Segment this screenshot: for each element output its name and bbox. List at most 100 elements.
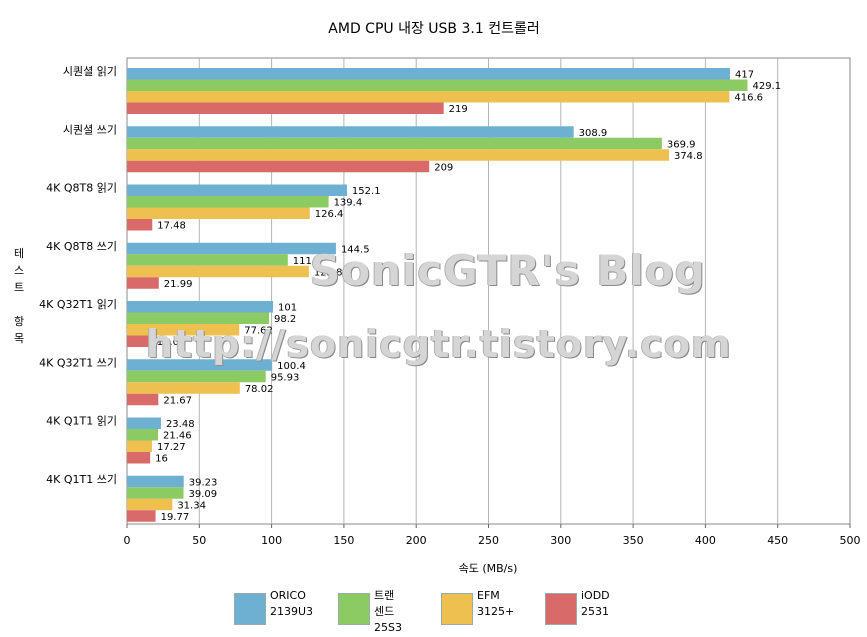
bar — [127, 475, 184, 488]
data-label: 39.09 — [189, 489, 218, 500]
data-label: 308.9 — [579, 128, 608, 139]
bar — [127, 68, 730, 80]
legend-swatch — [545, 593, 577, 625]
x-tick-label: 100 — [261, 534, 282, 547]
bar — [127, 160, 430, 173]
bar — [127, 510, 156, 522]
x-tick-label: 450 — [767, 534, 788, 547]
bar — [127, 359, 273, 371]
bar — [127, 312, 269, 324]
x-tick-label: 400 — [695, 534, 716, 547]
data-label: 219 — [449, 104, 468, 115]
data-label: 23.48 — [166, 419, 195, 430]
legend-swatch — [338, 593, 370, 625]
bar — [127, 79, 748, 91]
x-tick-label: 50 — [192, 534, 206, 547]
y-axis-title-char: 트 — [14, 281, 24, 294]
legend-swatch — [234, 593, 266, 625]
legend-label: 트랜센드 25S3 — [374, 589, 402, 634]
category-label: 시퀀셜 읽기 — [63, 65, 117, 78]
x-axis-title: 속도 (MB/s) — [459, 562, 518, 575]
data-label: 95.93 — [271, 372, 300, 383]
bar — [127, 429, 159, 441]
bar — [127, 254, 288, 266]
data-label: 78.02 — [245, 384, 274, 395]
data-label: 369.9 — [667, 139, 696, 150]
legend-label: ORICO 2139U3 — [270, 589, 314, 618]
bar — [127, 265, 309, 278]
bar — [127, 370, 266, 383]
data-label: 17.08 — [157, 337, 186, 348]
legend-swatch — [441, 593, 473, 625]
bar — [127, 196, 329, 208]
bar — [127, 277, 159, 289]
y-axis-title-char: 항 — [14, 315, 24, 328]
data-label: 16 — [155, 454, 168, 465]
x-tick-label: 500 — [840, 534, 861, 547]
x-tick-label: 300 — [550, 534, 571, 547]
data-label: 417 — [735, 70, 754, 81]
data-label: 21.99 — [164, 279, 193, 290]
bar — [127, 452, 151, 464]
data-label: 416.6 — [734, 93, 763, 104]
bar — [127, 91, 730, 103]
category-label: 4K Q8T8 읽기 — [46, 182, 117, 195]
data-label: 139.4 — [334, 198, 363, 209]
legend-label: EFM 3125+ — [477, 589, 515, 618]
data-label: 209 — [434, 162, 453, 173]
bar — [127, 207, 310, 219]
data-label: 101 — [278, 303, 297, 314]
bar — [127, 219, 153, 231]
bar — [127, 335, 152, 347]
bar — [127, 301, 274, 313]
data-label: 111.2 — [293, 256, 322, 267]
bar — [127, 487, 184, 499]
bar — [127, 102, 444, 114]
category-label: 시퀀셜 쓰기 — [63, 123, 117, 136]
category-label: 4K Q32T1 쓰기 — [39, 356, 117, 369]
data-label: 100.4 — [277, 361, 306, 372]
bar — [127, 498, 173, 511]
data-label: 126.4 — [315, 209, 344, 220]
data-label: 17.27 — [157, 442, 186, 453]
category-label: 4K Q32T1 읽기 — [39, 298, 117, 311]
data-label: 21.46 — [163, 431, 192, 442]
bar — [127, 382, 240, 394]
data-label: 77.62 — [244, 326, 273, 337]
data-label: 125.8 — [314, 267, 343, 278]
bar — [127, 184, 347, 196]
data-label: 39.23 — [189, 477, 218, 488]
x-tick-label: 200 — [406, 534, 427, 547]
x-tick-label: 350 — [623, 534, 644, 547]
legend-label: iODD 2531 — [581, 589, 610, 618]
category-label: 4K Q1T1 읽기 — [46, 415, 117, 428]
y-axis-title-char: 스 — [14, 264, 24, 277]
chart-title: AMD CPU 내장 USB 3.1 컨트롤러 — [328, 21, 539, 37]
data-label: 152.1 — [352, 186, 381, 197]
x-tick-label: 250 — [478, 534, 499, 547]
data-label: 144.5 — [341, 244, 370, 255]
data-label: 17.48 — [157, 221, 186, 232]
y-axis-title-char: 목 — [14, 332, 24, 345]
bar — [127, 324, 240, 336]
data-label: 19.77 — [161, 512, 190, 523]
bar — [127, 417, 161, 429]
data-label: 98.2 — [274, 314, 296, 325]
legend: ORICO 2139U3 트랜센드 25S3 EFM 3125+ iODD 2531 — [0, 586, 867, 634]
category-label: 4K Q8T8 쓰기 — [46, 240, 117, 253]
bar — [127, 126, 574, 138]
y-axis-title-char: 테 — [14, 247, 24, 260]
data-label: 429.1 — [752, 81, 781, 92]
data-label: 374.8 — [674, 151, 703, 162]
category-label: 4K Q1T1 쓰기 — [46, 473, 117, 486]
x-tick-label: 0 — [124, 534, 131, 547]
data-label: 21.67 — [163, 395, 192, 406]
bar — [127, 137, 662, 150]
x-tick-label: 150 — [333, 534, 354, 547]
bar — [127, 242, 336, 255]
bar — [127, 393, 159, 406]
data-label: 31.34 — [177, 500, 206, 511]
bar-chart-svg: 0 50 100 150 200 250 300 350 400 450 500 AMD CPU 내장… — [14, 21, 861, 575]
bar — [127, 440, 152, 452]
